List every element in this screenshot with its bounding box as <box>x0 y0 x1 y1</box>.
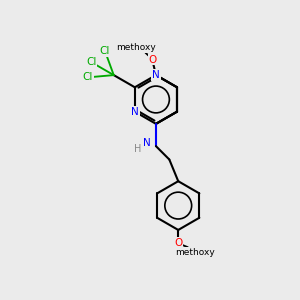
Text: H: H <box>134 143 141 154</box>
Text: O: O <box>174 238 182 248</box>
Text: N: N <box>152 70 160 80</box>
Text: N: N <box>131 107 139 117</box>
Text: Cl: Cl <box>83 72 93 82</box>
Text: Cl: Cl <box>86 57 97 67</box>
Text: methoxy: methoxy <box>116 43 156 52</box>
Text: methoxy: methoxy <box>175 248 214 257</box>
Text: Cl: Cl <box>100 46 110 56</box>
Text: N: N <box>142 138 150 148</box>
Text: O: O <box>149 55 157 64</box>
